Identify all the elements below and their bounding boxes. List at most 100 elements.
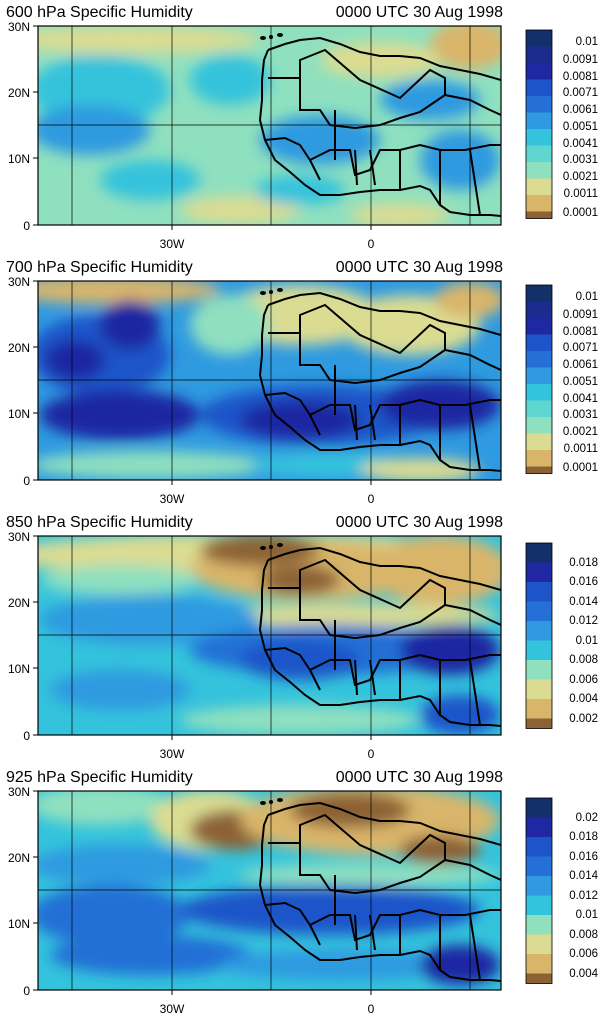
map-ticks <box>33 790 372 995</box>
canary-islands <box>260 798 283 805</box>
lat-label-10n: 10N <box>8 407 30 421</box>
lon-label-0: 0 <box>368 492 375 506</box>
panel-title: 925 hPa Specific Humidity <box>6 769 193 786</box>
lat-label-30n: 30N <box>8 20 30 34</box>
colorbar-label: 0.01 <box>576 635 598 647</box>
lon-label-0: 0 <box>368 237 375 251</box>
lat-lon-gridlines <box>38 281 501 480</box>
colorbar-label: 0.0011 <box>564 443 598 455</box>
colorbar-label: 0.014 <box>569 596 598 608</box>
colorbar-label: 0.018 <box>569 831 598 843</box>
lat-lon-gridlines <box>38 26 501 225</box>
colorbar-label: 0.008 <box>569 929 598 941</box>
colorbar-label: 0.0061 <box>563 359 598 371</box>
lat-label-0: 0 <box>23 474 30 488</box>
colorbar-label: 0.018 <box>569 557 598 569</box>
colorbar-label: 0.0081 <box>563 326 598 338</box>
panel-title: 600 hPa Specific Humidity <box>6 4 193 21</box>
lat-label-10n: 10N <box>8 662 30 676</box>
panel-timestamp: 0000 UTC 30 Aug 1998 <box>336 259 503 276</box>
panel-title: 850 hPa Specific Humidity <box>6 514 193 531</box>
lon-label-0: 0 <box>368 1002 375 1016</box>
colorbar-label: 0.016 <box>569 576 598 588</box>
colorbar-label: 0.0011 <box>564 188 598 200</box>
lon-label-30w: 30W <box>160 492 185 506</box>
colorbar-label: 0.0031 <box>563 409 598 421</box>
lat-label-0: 0 <box>23 984 30 998</box>
map-frame <box>37 535 502 736</box>
lat-lon-gridlines <box>38 536 501 735</box>
colorbar: 0.018 0.016 0.014 0.012 0.01 0.008 0.006… <box>525 542 599 729</box>
lat-label-0: 0 <box>23 219 30 233</box>
panel-850hpa-svg: 850 hPa Specific Humidity 0000 UTC 30 Au… <box>6 514 599 761</box>
map-frame <box>37 790 502 991</box>
humidity-field-map <box>38 791 501 990</box>
panel-925hpa-svg: 925 hPa Specific Humidity 0000 UTC 30 Au… <box>6 769 599 1016</box>
colorbar-label: 0.008 <box>569 654 598 666</box>
humidity-field-map <box>38 281 501 480</box>
colorbar: 0.02 0.018 0.016 0.014 0.012 0.01 0.008 … <box>525 797 599 984</box>
colorbar-label: 0.0041 <box>563 138 598 150</box>
panel-700hpa: 700 hPa Specific Humidity 0000 UTC 30 Au… <box>0 255 600 511</box>
colorbar-label: 0.0081 <box>563 71 598 83</box>
lat-label-30n: 30N <box>8 275 30 289</box>
colorbar: 0.01 0.0091 0.0081 0.0071 0.0061 0.0051 … <box>525 284 598 474</box>
lon-label-0: 0 <box>368 747 375 761</box>
colorbar-label: 0.012 <box>569 615 598 627</box>
lat-label-20n: 20N <box>8 86 30 100</box>
panel-600hpa: 600 hPa Specific Humidity 0000 UTC 30 Au… <box>0 0 600 256</box>
colorbar-label: 0.016 <box>569 851 598 863</box>
colorbar-label: 0.004 <box>569 693 598 705</box>
lat-label-20n: 20N <box>8 851 30 865</box>
lat-label-30n: 30N <box>8 530 30 544</box>
colorbar: 0.01 0.0091 0.0081 0.0071 0.0061 0.0051 … <box>525 29 598 219</box>
panel-timestamp: 0000 UTC 30 Aug 1998 <box>336 514 503 531</box>
coastlines-borders <box>258 291 501 472</box>
colorbar-label: 0.0021 <box>563 426 598 438</box>
lat-label-30n: 30N <box>8 785 30 799</box>
lat-label-20n: 20N <box>8 596 30 610</box>
coastlines-borders <box>258 36 501 217</box>
colorbar-label: 0.004 <box>569 968 598 980</box>
map-frame <box>37 25 502 226</box>
map-frame <box>37 280 502 481</box>
lat-label-0: 0 <box>23 729 30 743</box>
lon-label-30w: 30W <box>160 747 185 761</box>
map-ticks <box>33 25 372 230</box>
panel-850hpa: 850 hPa Specific Humidity 0000 UTC 30 Au… <box>0 510 600 766</box>
map-ticks <box>33 280 372 485</box>
panel-timestamp: 0000 UTC 30 Aug 1998 <box>336 4 503 21</box>
colorbar-label: 0.01 <box>576 36 598 48</box>
panel-title: 700 hPa Specific Humidity <box>6 259 193 276</box>
colorbar-label: 0.014 <box>569 870 598 882</box>
colorbar-label: 0.0091 <box>563 54 598 66</box>
coastlines-borders <box>258 546 501 727</box>
coastlines-borders <box>258 801 501 982</box>
panel-700hpa-svg: 700 hPa Specific Humidity 0000 UTC 30 Au… <box>6 259 598 506</box>
colorbar-label: 0.0071 <box>563 342 598 354</box>
colorbar-label: 0.0001 <box>563 207 598 219</box>
colorbar-label: 0.006 <box>569 948 598 960</box>
colorbar-label: 0.002 <box>569 713 598 725</box>
lat-label-20n: 20N <box>8 341 30 355</box>
canary-islands <box>260 33 283 40</box>
colorbar-label: 0.02 <box>576 812 598 824</box>
panel-925hpa: 925 hPa Specific Humidity 0000 UTC 30 Au… <box>0 765 600 1021</box>
colorbar-label: 0.0041 <box>563 393 598 405</box>
lat-label-10n: 10N <box>8 917 30 931</box>
map-ticks <box>33 535 372 740</box>
lat-label-10n: 10N <box>8 152 30 166</box>
colorbar-label: 0.0071 <box>563 87 598 99</box>
panel-600hpa-svg: 600 hPa Specific Humidity 0000 UTC 30 Au… <box>6 4 598 251</box>
colorbar-label: 0.01 <box>576 909 598 921</box>
panel-timestamp: 0000 UTC 30 Aug 1998 <box>336 769 503 786</box>
colorbar-label: 0.0031 <box>563 154 598 166</box>
colorbar-label: 0.0051 <box>563 121 598 133</box>
lat-lon-gridlines <box>38 791 501 990</box>
colorbar-label: 0.0051 <box>563 376 598 388</box>
colorbar-label: 0.0091 <box>563 309 598 321</box>
colorbar-label: 0.0021 <box>563 171 598 183</box>
colorbar-label: 0.0061 <box>563 104 598 116</box>
humidity-field-map <box>38 536 501 735</box>
colorbar-label: 0.0001 <box>563 462 598 474</box>
